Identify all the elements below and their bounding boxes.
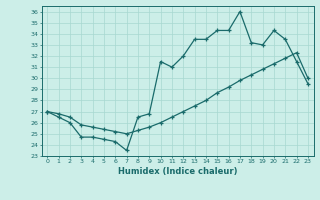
X-axis label: Humidex (Indice chaleur): Humidex (Indice chaleur) bbox=[118, 167, 237, 176]
